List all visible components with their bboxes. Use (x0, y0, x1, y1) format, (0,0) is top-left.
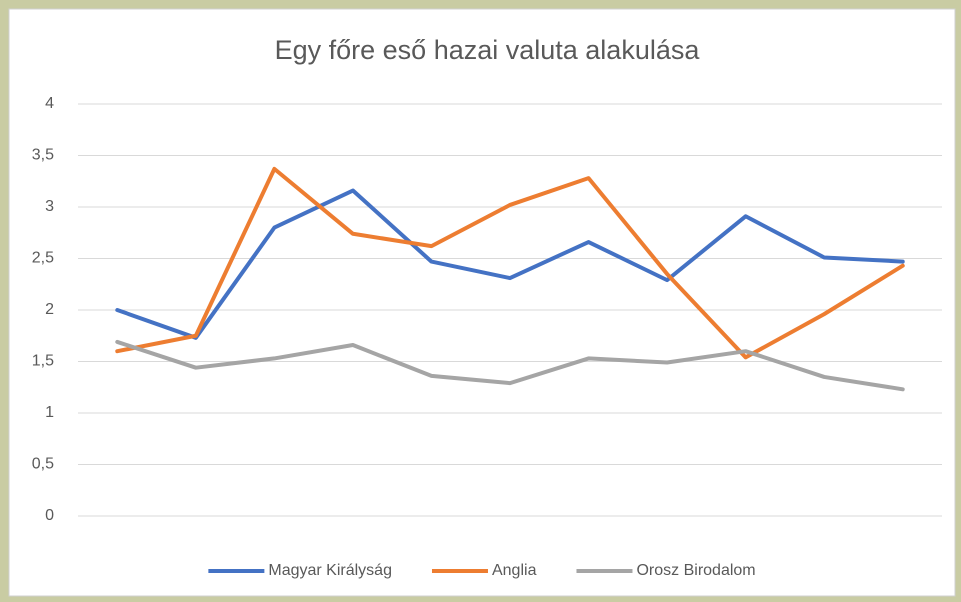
series-line (115, 166, 905, 360)
y-tick-label: 4 (45, 95, 54, 112)
y-tick-label: 0 (45, 507, 54, 524)
legend-label: Magyar Királyság (268, 562, 392, 579)
legend-label: Anglia (492, 562, 537, 579)
y-tick-label: 2,5 (32, 250, 54, 267)
series-line (115, 188, 905, 340)
legend-label: Orosz Birodalom (636, 562, 755, 579)
chart-title: Egy főre eső hazai valuta alakulása (275, 35, 701, 65)
y-tick-label: 3,5 (32, 147, 54, 164)
y-tick-label: 3 (45, 198, 54, 215)
y-tick-label: 2 (45, 301, 54, 318)
y-tick-label: 1,5 (32, 353, 54, 370)
y-tick-label: 1 (45, 404, 54, 421)
chart-area (8, 8, 956, 597)
y-tick-label: 0,5 (32, 456, 54, 473)
series-line (115, 339, 905, 392)
